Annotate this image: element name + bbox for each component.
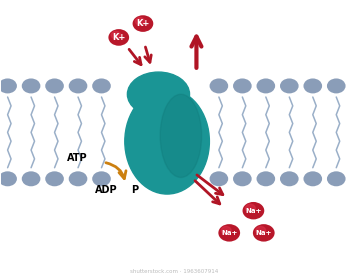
- Circle shape: [280, 171, 299, 186]
- Circle shape: [280, 78, 299, 94]
- Circle shape: [45, 78, 64, 94]
- Circle shape: [245, 204, 255, 212]
- Circle shape: [135, 17, 145, 25]
- Circle shape: [22, 78, 40, 94]
- Circle shape: [133, 15, 153, 32]
- Circle shape: [218, 224, 240, 242]
- Circle shape: [22, 171, 40, 186]
- Circle shape: [45, 171, 64, 186]
- Ellipse shape: [125, 89, 209, 194]
- Text: P: P: [131, 185, 138, 195]
- Circle shape: [303, 171, 322, 186]
- Circle shape: [111, 31, 120, 39]
- Text: shutterstock.com · 1963607914: shutterstock.com · 1963607914: [130, 269, 218, 274]
- Circle shape: [69, 78, 87, 94]
- Circle shape: [233, 171, 252, 186]
- Circle shape: [209, 171, 228, 186]
- Circle shape: [69, 171, 87, 186]
- Circle shape: [92, 78, 111, 94]
- Ellipse shape: [160, 94, 201, 178]
- Circle shape: [209, 78, 228, 94]
- Text: Na+: Na+: [255, 230, 272, 236]
- Circle shape: [109, 29, 129, 46]
- Circle shape: [256, 78, 275, 94]
- Text: ATP: ATP: [67, 153, 88, 163]
- Circle shape: [256, 171, 275, 186]
- Circle shape: [253, 224, 275, 242]
- Circle shape: [327, 171, 346, 186]
- Circle shape: [327, 78, 346, 94]
- Circle shape: [256, 227, 266, 234]
- Circle shape: [0, 171, 17, 186]
- Circle shape: [92, 171, 111, 186]
- Text: Na+: Na+: [245, 208, 262, 214]
- Ellipse shape: [127, 72, 190, 116]
- Text: K+: K+: [112, 33, 125, 42]
- Circle shape: [221, 227, 231, 234]
- Circle shape: [233, 78, 252, 94]
- Circle shape: [243, 202, 264, 220]
- Text: K+: K+: [136, 19, 150, 28]
- Text: ADP: ADP: [95, 185, 118, 195]
- Circle shape: [0, 78, 17, 94]
- Circle shape: [303, 78, 322, 94]
- Text: Na+: Na+: [221, 230, 237, 236]
